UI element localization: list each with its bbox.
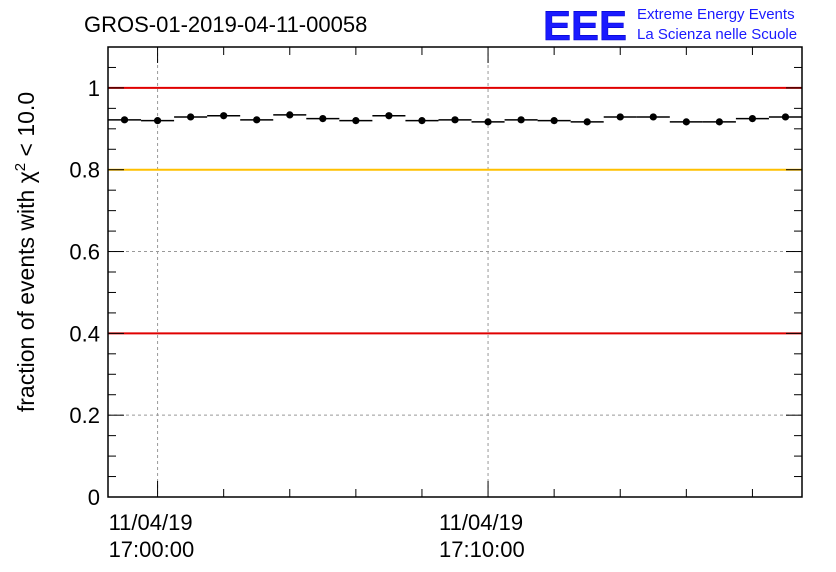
data-point-marker — [748, 114, 757, 123]
data-point — [438, 116, 472, 124]
data-point — [273, 111, 307, 119]
y-tick-label: 0 — [88, 485, 100, 510]
data-point — [537, 117, 571, 125]
data-point-marker — [418, 117, 426, 125]
x-tick-label-time: 17:10:00 — [439, 537, 525, 562]
y-axis-label-sup: 2 — [12, 163, 29, 171]
data-point — [141, 117, 175, 125]
logo-mark: EEE — [543, 2, 627, 49]
data-point — [339, 117, 373, 125]
y-axis-ticks: 0 0.2 0.4 0.6 0.8 1 — [69, 46, 802, 510]
y-tick-label: 0.8 — [69, 158, 100, 183]
data-point-marker — [385, 112, 393, 120]
data-point — [669, 118, 703, 126]
y-tick-label: 1 — [88, 76, 100, 101]
grid-layer — [108, 47, 802, 497]
logo-line2: La Scienza nelle Scuole — [637, 26, 797, 43]
data-point — [735, 114, 769, 123]
data-point-marker — [451, 116, 459, 124]
x-tick-label-date: 11/04/19 — [109, 510, 193, 535]
data-point-marker — [649, 113, 657, 121]
data-point-marker — [319, 114, 327, 123]
data-points — [108, 111, 802, 126]
x-tick-label-date: 11/04/19 — [439, 510, 523, 535]
data-point-marker — [517, 116, 525, 124]
data-point-marker — [220, 112, 228, 120]
data-point — [702, 118, 736, 126]
data-point — [570, 118, 604, 126]
data-point — [636, 113, 670, 121]
data-point — [405, 117, 439, 125]
data-point-marker — [682, 118, 690, 126]
y-axis-label: fraction of events with χ2 < 10.0 — [12, 92, 39, 412]
logo-line1: Extreme Energy Events — [637, 6, 795, 23]
data-point-marker — [352, 117, 360, 125]
y-axis-label-main: fraction of events with — [13, 183, 39, 412]
y-axis-label-symbol: χ — [13, 171, 39, 183]
data-point-marker — [153, 117, 162, 125]
data-point-marker — [616, 113, 624, 121]
data-point-marker — [550, 117, 558, 125]
data-point — [504, 116, 538, 124]
y-tick-label: 0.2 — [69, 403, 100, 428]
x-tick-label-time: 17:00:00 — [109, 537, 195, 562]
data-point — [768, 113, 802, 121]
y-tick-label: 0.4 — [69, 321, 100, 346]
reference-lines — [108, 86, 802, 335]
data-point-marker — [583, 118, 591, 126]
eee-logo: EEE Extreme Energy Events La Scienza nel… — [543, 2, 797, 50]
data-point — [240, 116, 274, 124]
data-point-marker — [187, 113, 195, 121]
data-point — [306, 114, 340, 123]
data-point — [372, 112, 406, 120]
data-point-marker — [286, 111, 294, 119]
chart-title: GROS-01-2019-04-11-00058 — [84, 12, 367, 37]
data-point — [207, 112, 241, 120]
axes-frame — [107, 46, 803, 498]
data-point-marker — [120, 116, 129, 124]
data-point — [603, 113, 637, 121]
data-point — [471, 118, 505, 126]
data-point — [174, 113, 208, 121]
plot-frame — [107, 46, 803, 498]
data-point-marker — [253, 116, 261, 124]
data-point-marker — [715, 118, 723, 126]
data-point-marker — [781, 113, 790, 121]
y-axis-label-tail: < 10.0 — [13, 92, 39, 163]
data-point-marker — [484, 118, 492, 126]
data-point — [108, 116, 142, 124]
y-tick-label: 0.6 — [69, 240, 100, 265]
